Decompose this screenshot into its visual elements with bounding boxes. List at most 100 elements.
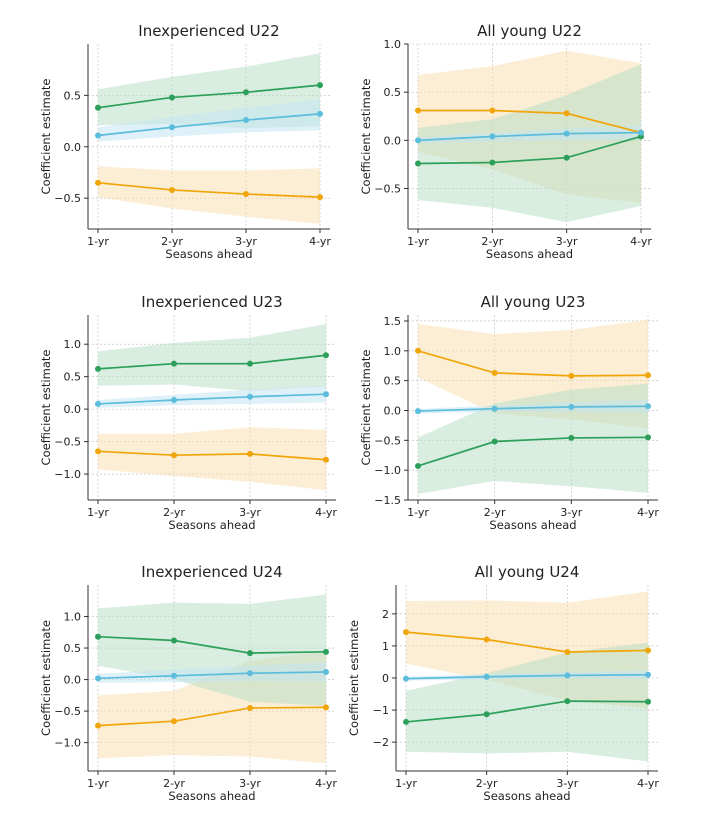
y-tick-label: −0.5	[54, 436, 81, 449]
series-line-blue	[97, 113, 321, 137]
data-point-green	[483, 711, 490, 718]
data-point-green	[171, 360, 177, 367]
data-point-orange	[317, 194, 323, 201]
confidence-band-blue	[418, 124, 641, 144]
data-point-orange	[323, 456, 329, 463]
y-axis-label: Coefficient estimate	[39, 79, 53, 195]
x-tick-label: 1-yr	[407, 506, 429, 519]
series-line-blue	[97, 393, 327, 405]
series-line-blue	[417, 405, 649, 412]
data-point-blue	[638, 129, 644, 136]
series-line-blue	[97, 671, 327, 680]
x-tick-label: 2-yr	[484, 506, 506, 519]
data-point-green	[169, 94, 175, 101]
data-point-blue	[491, 405, 498, 412]
chart-title: All young U24	[475, 563, 580, 581]
data-point-blue	[243, 117, 249, 124]
data-point-blue	[95, 675, 101, 682]
series-line-orange	[97, 450, 327, 461]
x-axis-label: Seasons ahead	[489, 518, 576, 532]
x-tick-label: 1-yr	[407, 235, 429, 248]
y-tick-label: 1.0	[384, 38, 402, 51]
data-point-orange	[243, 191, 249, 198]
data-point-green	[491, 438, 498, 445]
chart-panel-2: 1.0 0.5 0.0 −0.5 1-yr 2-yr 3-yr 4-yr All young U…	[359, 22, 652, 261]
y-tick-label: −1.0	[374, 464, 401, 477]
y-tick-label: 2	[382, 608, 389, 621]
y-tick-label: 0	[382, 672, 389, 685]
data-point-blue	[415, 137, 421, 144]
data-point-blue	[489, 133, 496, 140]
y-tick-label: 0.5	[64, 371, 82, 384]
y-tick-label: −1	[373, 704, 389, 717]
x-tick-label: 4-yr	[309, 235, 331, 248]
data-point-green	[645, 434, 651, 441]
series-line-orange	[97, 181, 321, 198]
x-axis-label: Seasons ahead	[165, 247, 252, 261]
y-tick-label: 1.0	[384, 345, 402, 358]
data-point-green	[247, 650, 253, 657]
data-point-blue	[564, 672, 571, 679]
data-point-orange	[95, 179, 101, 186]
x-tick-label: 1-yr	[395, 777, 417, 790]
x-tick-label: 2-yr	[481, 235, 503, 248]
data-point-green	[243, 89, 249, 96]
x-tick-label: 4-yr	[637, 777, 659, 790]
data-point-green	[645, 698, 651, 705]
data-point-green	[489, 159, 496, 166]
series-line-orange	[418, 109, 642, 134]
data-point-green	[415, 160, 421, 167]
y-tick-label: 1.0	[64, 611, 82, 624]
x-tick-label: 3-yr	[556, 777, 578, 790]
confidence-band-green	[418, 383, 648, 495]
data-point-green	[323, 352, 329, 359]
y-tick-label: 0.0	[384, 134, 402, 147]
x-tick-label: 3-yr	[239, 777, 261, 790]
series-line-green	[417, 135, 642, 165]
data-point-orange	[323, 704, 329, 711]
chart-title: All young U22	[477, 22, 582, 40]
confidence-band-orange	[98, 427, 326, 491]
x-tick-label: 3-yr	[560, 506, 582, 519]
x-tick-label: 4-yr	[637, 506, 659, 519]
data-point-orange	[415, 347, 421, 354]
y-axis-label: Coefficient estimate	[39, 350, 53, 466]
series-line-blue	[417, 131, 642, 142]
y-tick-label: −1.0	[54, 468, 81, 481]
data-point-green	[171, 637, 177, 644]
x-tick-label: 3-yr	[239, 506, 261, 519]
data-point-blue	[95, 132, 101, 139]
data-point-green	[403, 718, 409, 725]
data-point-orange	[489, 107, 496, 114]
x-axis-label: Seasons ahead	[483, 789, 570, 803]
data-point-green	[95, 104, 101, 111]
y-tick-label: 0.5	[64, 89, 82, 102]
data-point-blue	[323, 391, 329, 398]
data-point-orange	[95, 722, 101, 729]
y-tick-label: −1.5	[374, 494, 401, 507]
confidence-band-green	[418, 64, 641, 223]
data-point-orange	[169, 186, 175, 193]
series-line-green	[417, 436, 649, 467]
data-point-orange	[95, 448, 101, 455]
y-tick-label: 1.0	[64, 338, 82, 351]
y-tick-label: 0.0	[384, 404, 402, 417]
data-point-orange	[415, 107, 421, 114]
y-tick-label: −0.5	[374, 434, 401, 447]
data-point-green	[95, 633, 101, 640]
chart-panel-5: 1.0 0.5 0.0 −0.5 −1.0 1-yr 2-yr 3-yr 4-yr Inexper…	[39, 563, 337, 803]
x-tick-label: 3-yr	[556, 235, 578, 248]
data-point-orange	[491, 369, 498, 376]
x-tick-label: 2-yr	[163, 506, 185, 519]
chart-title: Inexperienced U24	[141, 563, 282, 581]
y-tick-label: −0.5	[54, 705, 81, 718]
data-point-orange	[403, 629, 409, 636]
series-line-orange	[97, 706, 327, 727]
data-point-orange	[645, 647, 651, 654]
x-axis-label: Seasons ahead	[168, 518, 255, 532]
y-tick-label: 0.5	[384, 86, 402, 99]
data-point-blue	[95, 400, 101, 407]
y-tick-label: −2	[373, 736, 389, 749]
data-point-blue	[247, 393, 253, 400]
x-tick-label: 1-yr	[87, 777, 109, 790]
